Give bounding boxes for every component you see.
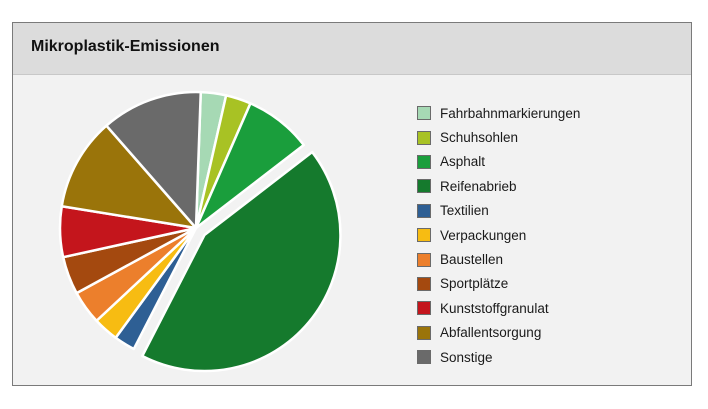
pie-slice-asphalt — [194, 102, 306, 230]
legend-item: Sonstige — [417, 345, 580, 369]
legend-item: Verpackungen — [417, 223, 580, 247]
legend-swatch — [417, 252, 431, 267]
pie-chart — [58, 90, 342, 373]
legend-item: Abfallentsorgung — [417, 321, 580, 345]
legend-label: Schuhsohlen — [440, 130, 519, 146]
legend-swatch — [417, 154, 431, 169]
legend-swatch — [417, 203, 431, 218]
legend-item: Reifenabrieb — [417, 174, 580, 198]
pie-slice-sonstige — [105, 90, 202, 230]
legend-label: Verpackungen — [440, 227, 527, 243]
pie-slice-reifenabrieb — [141, 150, 342, 373]
legend-swatch — [417, 301, 431, 316]
legend-label: Abfallentsorgung — [440, 325, 542, 341]
legend-item: Sportplätze — [417, 272, 580, 296]
chart-title: Mikroplastik-Emissionen — [31, 38, 220, 55]
legend-swatch — [417, 276, 431, 291]
legend-item: Textilien — [417, 199, 580, 223]
legend-label: Baustellen — [440, 252, 504, 268]
legend-label: Asphalt — [440, 154, 486, 170]
legend-label: Textilien — [440, 203, 489, 219]
legend-label: Kunststoffgranulat — [440, 300, 549, 316]
legend-item: Schuhsohlen — [417, 125, 580, 149]
pie-slice-abfallentsorgung — [60, 124, 198, 230]
legend: Fahrbahnmarkierungen Schuhsohlen Asphalt Re… — [417, 101, 580, 369]
legend-label: Sportplätze — [440, 276, 509, 292]
legend-label: Sonstige — [440, 349, 493, 365]
legend-swatch — [417, 325, 431, 340]
legend-swatch — [417, 106, 431, 121]
legend-swatch — [417, 130, 431, 145]
panel-header: Mikroplastik-Emissionen — [13, 23, 691, 75]
legend-item: Asphalt — [417, 150, 580, 174]
legend-label: Fahrbahnmarkierungen — [440, 105, 581, 121]
legend-item: Baustellen — [417, 247, 580, 271]
legend-label: Reifenabrieb — [440, 178, 517, 194]
legend-item: Fahrbahnmarkierungen — [417, 101, 580, 125]
legend-item: Kunststoffgranulat — [417, 296, 580, 320]
chart-panel: Mikroplastik-Emissionen Fahrbahnmarkieru… — [12, 22, 692, 386]
legend-swatch — [417, 350, 431, 365]
legend-swatch — [417, 179, 431, 194]
legend-swatch — [417, 228, 431, 243]
